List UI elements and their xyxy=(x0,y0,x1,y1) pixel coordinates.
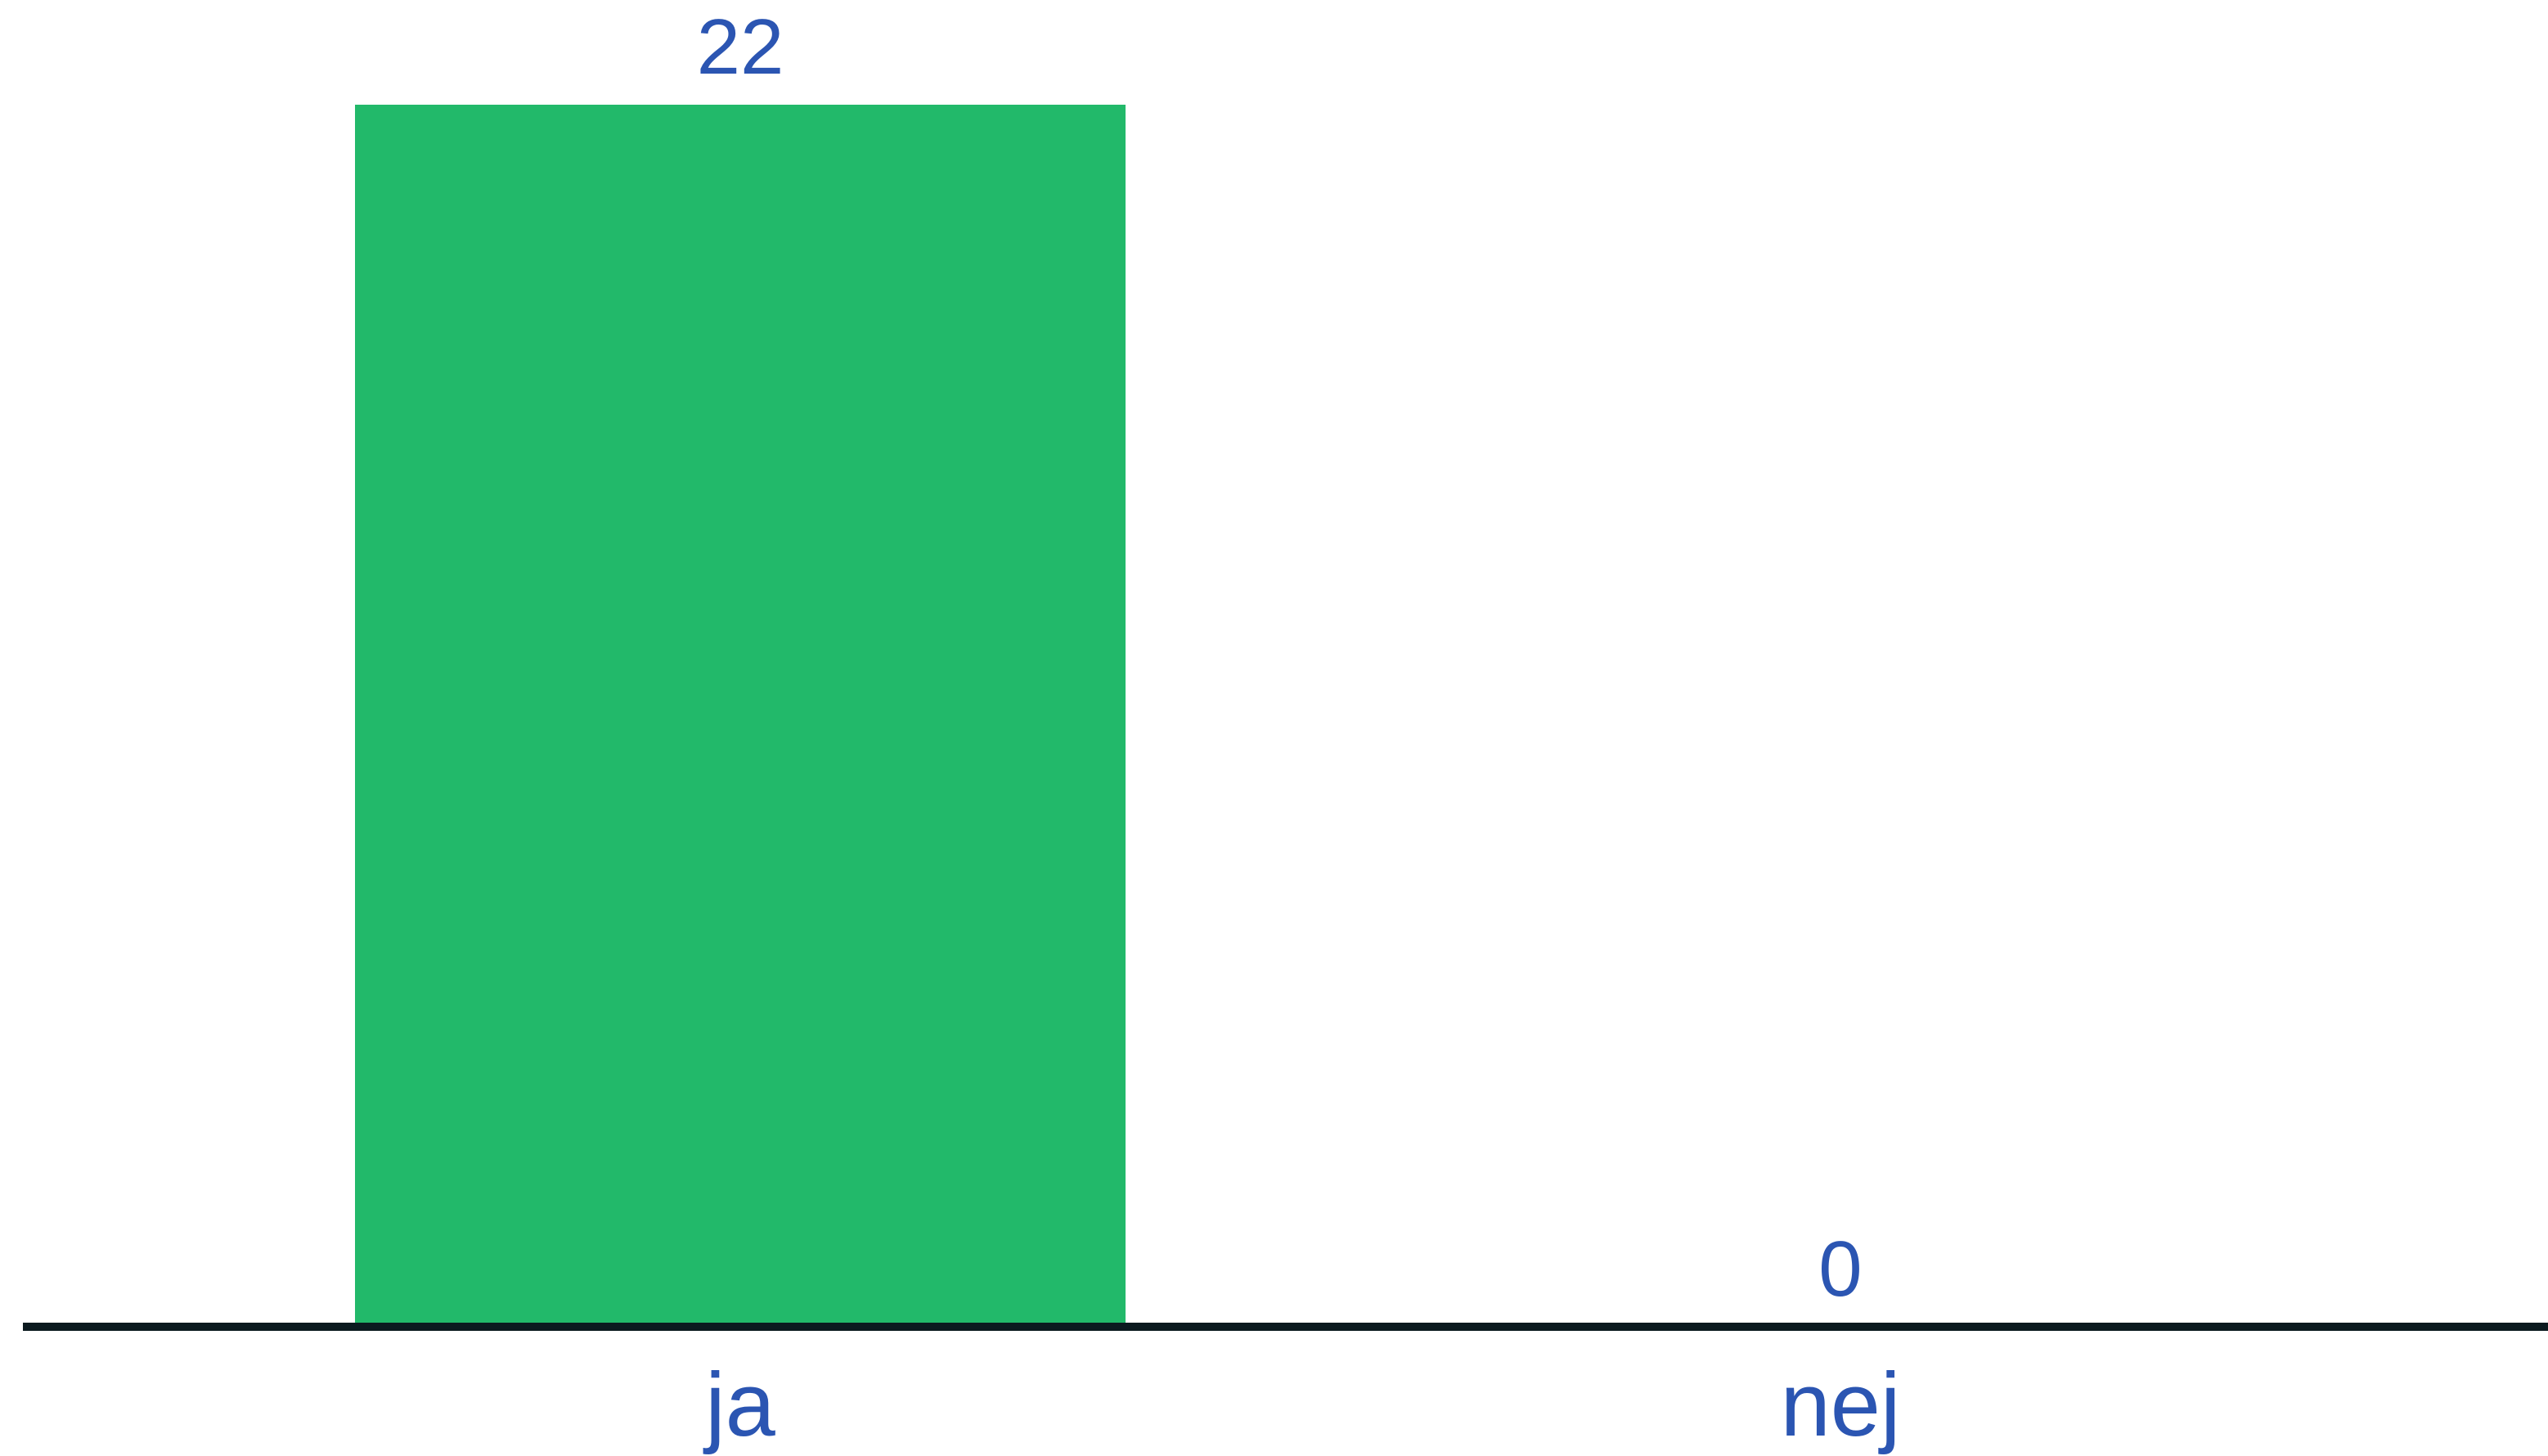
category-labels-group: ja nej xyxy=(703,1355,1900,1455)
bar-ja xyxy=(355,105,1126,1327)
value-label-nej: 0 xyxy=(1818,1225,1862,1313)
value-labels-group: 22 0 xyxy=(697,3,1863,1313)
category-label-nej: nej xyxy=(1781,1355,1901,1455)
value-label-ja: 22 xyxy=(697,3,784,91)
category-label-ja: ja xyxy=(703,1355,775,1455)
bars-group xyxy=(355,105,1126,1327)
